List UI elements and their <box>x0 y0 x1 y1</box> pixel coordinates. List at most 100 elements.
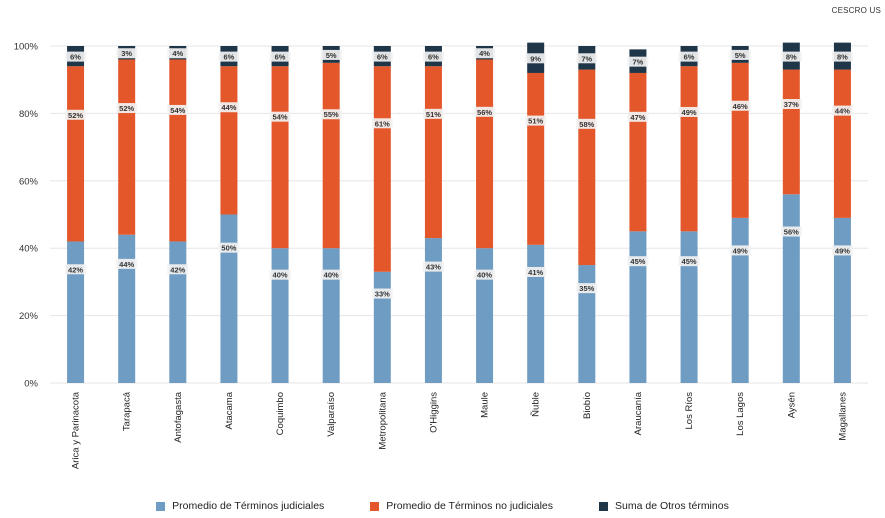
stacked-bar-chart: 0% 20% 40% 60% 80% 100% 42% 52% 6% Arica y Parina… <box>14 42 868 469</box>
legend-swatch-judiciales <box>156 501 166 511</box>
bar-segment <box>578 265 596 383</box>
bar-segment <box>578 69 596 266</box>
data-label-bg <box>780 51 802 62</box>
data-label-bg <box>116 103 138 114</box>
data-label-bg <box>167 264 189 275</box>
bar-segment <box>271 248 289 383</box>
chart-legend: Promedio de Términos judiciales Promedio… <box>0 500 885 512</box>
x-tick-label: Araucanía <box>633 391 644 435</box>
data-label-bg <box>627 56 649 67</box>
bar-segment <box>220 66 238 215</box>
legend-label-judiciales: Promedio de Términos judiciales <box>172 500 325 512</box>
bar-segment <box>476 59 494 249</box>
x-tick-label: Maule <box>480 392 491 418</box>
data-label-bg <box>422 51 444 62</box>
data-label: 6% <box>275 53 286 62</box>
bar-segment <box>424 66 442 239</box>
x-tick-label: Aysén <box>786 392 797 418</box>
data-label: 47% <box>630 113 645 122</box>
data-label: 6% <box>428 53 439 62</box>
data-label-bg <box>167 48 189 59</box>
bar-segment <box>118 234 136 383</box>
data-label-bg <box>422 108 444 119</box>
x-tick-label: Antofagasta <box>173 391 184 442</box>
bar-segment <box>629 231 647 383</box>
data-label-bg <box>116 258 138 269</box>
data-label-bg <box>474 106 496 117</box>
data-label: 6% <box>684 53 695 62</box>
data-label-bg <box>474 269 496 280</box>
data-label: 5% <box>735 51 746 60</box>
data-label-bg <box>269 111 291 122</box>
data-label: 37% <box>784 100 799 109</box>
bar-segment <box>476 248 494 383</box>
data-label: 56% <box>784 228 799 237</box>
x-tick-label: Valparaíso <box>326 392 337 437</box>
data-label-bg <box>269 269 291 280</box>
x-tick-label: Metropolitana <box>377 391 388 449</box>
data-label-bg <box>65 264 87 275</box>
data-label-bg <box>678 256 700 267</box>
data-label-bg <box>525 115 547 126</box>
data-label-bg <box>729 245 751 256</box>
data-label: 8% <box>837 53 848 62</box>
data-label-bg <box>678 51 700 62</box>
data-label: 56% <box>477 108 492 117</box>
legend-swatch-otros <box>599 501 609 511</box>
data-label: 45% <box>682 257 697 266</box>
legend-item-judiciales: Promedio de Términos judiciales <box>156 500 324 512</box>
bar-segment <box>169 241 187 383</box>
data-label-bg <box>831 245 853 256</box>
bar-segment <box>424 238 442 383</box>
data-label-bg <box>422 261 444 272</box>
data-label: 54% <box>273 113 288 122</box>
data-label-bg <box>729 49 751 60</box>
legend-item-otros: Suma de Otros términos <box>599 500 729 512</box>
y-tick-label: 80% <box>19 109 39 120</box>
bar-segment <box>373 66 391 272</box>
bar-segment <box>782 69 800 195</box>
data-label: 6% <box>70 53 81 62</box>
data-label-bg <box>780 226 802 237</box>
data-label: 54% <box>170 106 185 115</box>
legend-swatch-no-judiciales <box>370 501 380 511</box>
data-label: 8% <box>786 53 797 62</box>
data-label: 7% <box>633 58 644 67</box>
y-tick-label: 100% <box>14 42 39 53</box>
bar-segment <box>731 62 749 218</box>
data-label: 3% <box>121 49 132 58</box>
data-label-bg <box>627 256 649 267</box>
x-tick-label: Biobío <box>582 392 593 419</box>
data-label: 43% <box>426 263 441 272</box>
bar-segment <box>118 59 136 235</box>
data-label-bg <box>371 288 393 299</box>
data-label: 35% <box>579 284 594 293</box>
data-label: 46% <box>733 102 748 111</box>
bar-segment <box>629 72 647 232</box>
bar-segment <box>67 66 85 242</box>
data-label: 51% <box>528 117 543 126</box>
x-tick-label: Atacama <box>224 391 235 429</box>
data-label: 58% <box>579 120 594 129</box>
data-label: 41% <box>528 268 543 277</box>
legend-label-no-judiciales: Promedio de Términos no judiciales <box>386 500 554 512</box>
data-label: 52% <box>68 111 83 120</box>
data-label-bg <box>320 49 342 60</box>
x-tick-label: Magallanes <box>837 392 848 441</box>
data-label: 45% <box>630 257 645 266</box>
data-label: 4% <box>172 49 183 58</box>
bar-segment <box>322 62 340 249</box>
data-label-bg <box>218 242 240 253</box>
data-label-bg <box>371 118 393 129</box>
data-label-bg <box>525 266 547 277</box>
x-tick-label: Tarapacá <box>122 391 133 431</box>
data-label: 5% <box>326 51 337 60</box>
bar-segment <box>527 72 545 245</box>
data-label: 42% <box>170 265 185 274</box>
y-tick-label: 20% <box>19 311 39 322</box>
data-label: 33% <box>375 290 390 299</box>
data-label-bg <box>116 48 138 59</box>
x-tick-label: O'Higgins <box>428 392 439 433</box>
data-label: 6% <box>224 53 235 62</box>
x-tick-label: Ñuble <box>531 392 542 417</box>
